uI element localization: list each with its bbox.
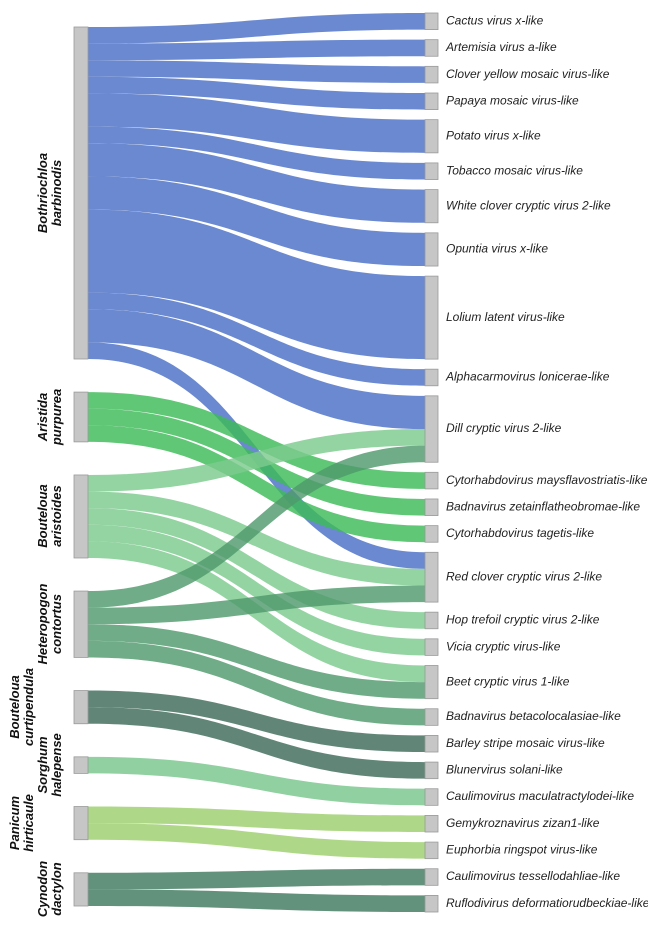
link	[88, 756, 425, 806]
link	[88, 60, 425, 83]
source-label: Heteropogon contortus	[35, 583, 64, 665]
target-label: Badnavirus zetainflatheobromae-like	[446, 499, 640, 513]
link	[88, 524, 425, 656]
target-label: Cytorhabdovirus maysflavostriatis-like	[446, 473, 648, 487]
target-node	[424, 39, 439, 57]
target-label: Gemykroznavirus zizan1-like	[446, 816, 600, 830]
link	[88, 624, 425, 699]
link	[88, 508, 425, 629]
target-node	[424, 665, 439, 700]
link	[88, 309, 425, 430]
target-label: Cactus virus x-like	[446, 13, 544, 27]
link	[88, 209, 425, 360]
target-node	[424, 275, 439, 360]
target-node	[424, 368, 439, 387]
link	[88, 13, 425, 44]
target-node	[424, 551, 439, 603]
target-label: Dill cryptic virus 2-like	[446, 421, 562, 435]
target-node	[424, 12, 439, 31]
target-node	[424, 815, 439, 833]
source-node	[73, 756, 89, 774]
link	[88, 425, 425, 543]
target-label: Alphacarmovirus lonicerae-like	[445, 370, 610, 384]
target-label: Vicia cryptic virus-like	[446, 639, 561, 653]
link	[88, 690, 425, 753]
link	[88, 491, 425, 586]
link	[88, 823, 425, 859]
target-node	[424, 119, 439, 154]
target-label: Ruflodivirus deformatiorudbeckiae-like	[446, 896, 648, 910]
link	[88, 707, 425, 779]
target-node	[424, 735, 439, 753]
link	[88, 429, 425, 492]
target-label: Tobacco mosaic virus-like	[446, 163, 583, 177]
link	[88, 889, 425, 912]
target-label: Lolium latent virus-like	[446, 310, 565, 324]
target-label: Clover yellow mosaic virus-like	[446, 67, 610, 81]
target-node	[424, 189, 439, 224]
target-node	[424, 498, 439, 516]
source-node	[73, 474, 89, 559]
target-label: Potato virus x-like	[446, 128, 541, 142]
target-node	[424, 232, 439, 267]
source-node	[73, 872, 89, 907]
link	[88, 806, 425, 833]
link	[88, 39, 425, 61]
target-node	[424, 65, 439, 84]
source-node	[73, 590, 89, 658]
target-node	[424, 761, 439, 780]
target-label: Barley stripe mosaic virus-like	[446, 736, 605, 750]
target-node	[424, 638, 439, 656]
source-node	[73, 690, 89, 725]
target-node	[424, 471, 439, 490]
target-label: Red clover cryptic virus 2-like	[446, 569, 602, 583]
source-label: Sorghum halepense	[35, 733, 64, 797]
source-label: Panicum hirticaule	[7, 794, 36, 853]
link	[88, 143, 425, 223]
target-label: Caulimovirus tessellodahliae-like	[446, 869, 620, 883]
target-label: Badnavirus betacolocalasiae-like	[446, 709, 621, 723]
target-node	[424, 868, 439, 886]
target-label: Euphorbia ringspot virus-like	[446, 843, 598, 857]
link	[88, 585, 425, 625]
links	[88, 13, 425, 912]
target-node	[424, 708, 439, 726]
target-node	[424, 895, 439, 913]
source-node	[73, 391, 89, 443]
source-label: Bothriochloa barbinodis	[35, 152, 64, 234]
source-node	[73, 26, 89, 360]
target-node	[424, 162, 439, 180]
target-node	[424, 841, 439, 860]
source-label: Bouteloua aristoides	[35, 484, 64, 549]
target-label: White clover cryptic virus 2-like	[446, 198, 611, 212]
link	[88, 176, 425, 267]
target-label: Blunervirus solani-like	[446, 763, 563, 777]
link	[88, 445, 425, 608]
link	[88, 292, 425, 386]
target-node	[424, 525, 439, 543]
target-node	[424, 788, 439, 806]
link	[88, 640, 425, 726]
target-label: Hop trefoil cryptic virus 2-like	[446, 613, 600, 627]
target-node	[424, 611, 439, 630]
target-label: Caulimovirus maculatractylodei-like	[446, 789, 634, 803]
source-node	[73, 806, 89, 841]
target-node	[424, 92, 439, 110]
link	[88, 76, 425, 110]
link	[88, 126, 425, 180]
target-label: Opuntia virus x-like	[446, 242, 548, 256]
source-label: Bouteloua curtipendula	[7, 668, 36, 747]
source-label: Cynodon dactylon	[35, 861, 64, 918]
target-node	[424, 395, 439, 463]
link	[88, 868, 425, 890]
source-label: Aristida purpurea	[35, 388, 64, 446]
target-label: Papaya mosaic virus-like	[446, 93, 579, 107]
link	[88, 93, 425, 153]
target-label: Artemisia virus a-like	[445, 40, 557, 54]
target-label: Beet cryptic virus 1-like	[446, 674, 570, 688]
target-label: Cytorhabdovirus tagetis-like	[446, 526, 594, 540]
